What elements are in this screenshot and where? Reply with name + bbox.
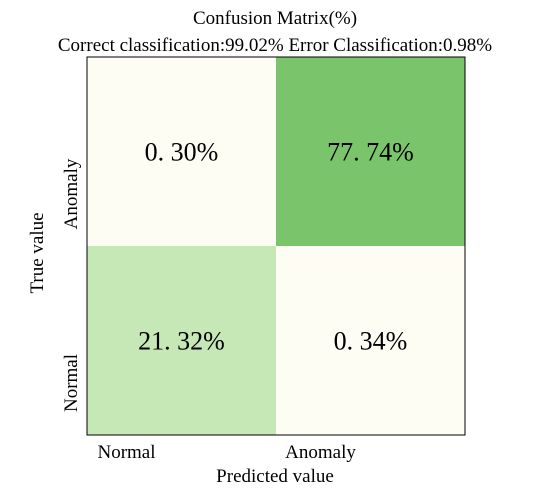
chart-title: Confusion Matrix(%) (192, 8, 358, 29)
chart-subtitle: Correct classification:99.02% Error Clas… (57, 35, 493, 56)
heatmap-cell-normal-normal (87, 246, 276, 435)
plot-frame (86, 56, 466, 436)
x-tick-label: Normal (97, 442, 155, 463)
x-axis-label: Predicted value (216, 466, 334, 487)
heatmap-cell-normal-anomaly (276, 246, 465, 435)
y-tick-label: Normal (61, 354, 82, 412)
cell-value-label: 0. 34% (334, 327, 408, 356)
y-axis-label: True value (27, 212, 48, 294)
heatmap-cell-anomaly-anomaly (276, 57, 465, 246)
x-tick-label: Anomaly (285, 442, 356, 463)
cell-value-label: 0. 30% (145, 138, 219, 167)
y-tick-label: Anomaly (61, 158, 82, 229)
cell-value-label: 77. 74% (327, 138, 414, 167)
heatmap-cell-anomaly-normal (87, 57, 276, 246)
cell-value-label: 21. 32% (138, 327, 225, 356)
